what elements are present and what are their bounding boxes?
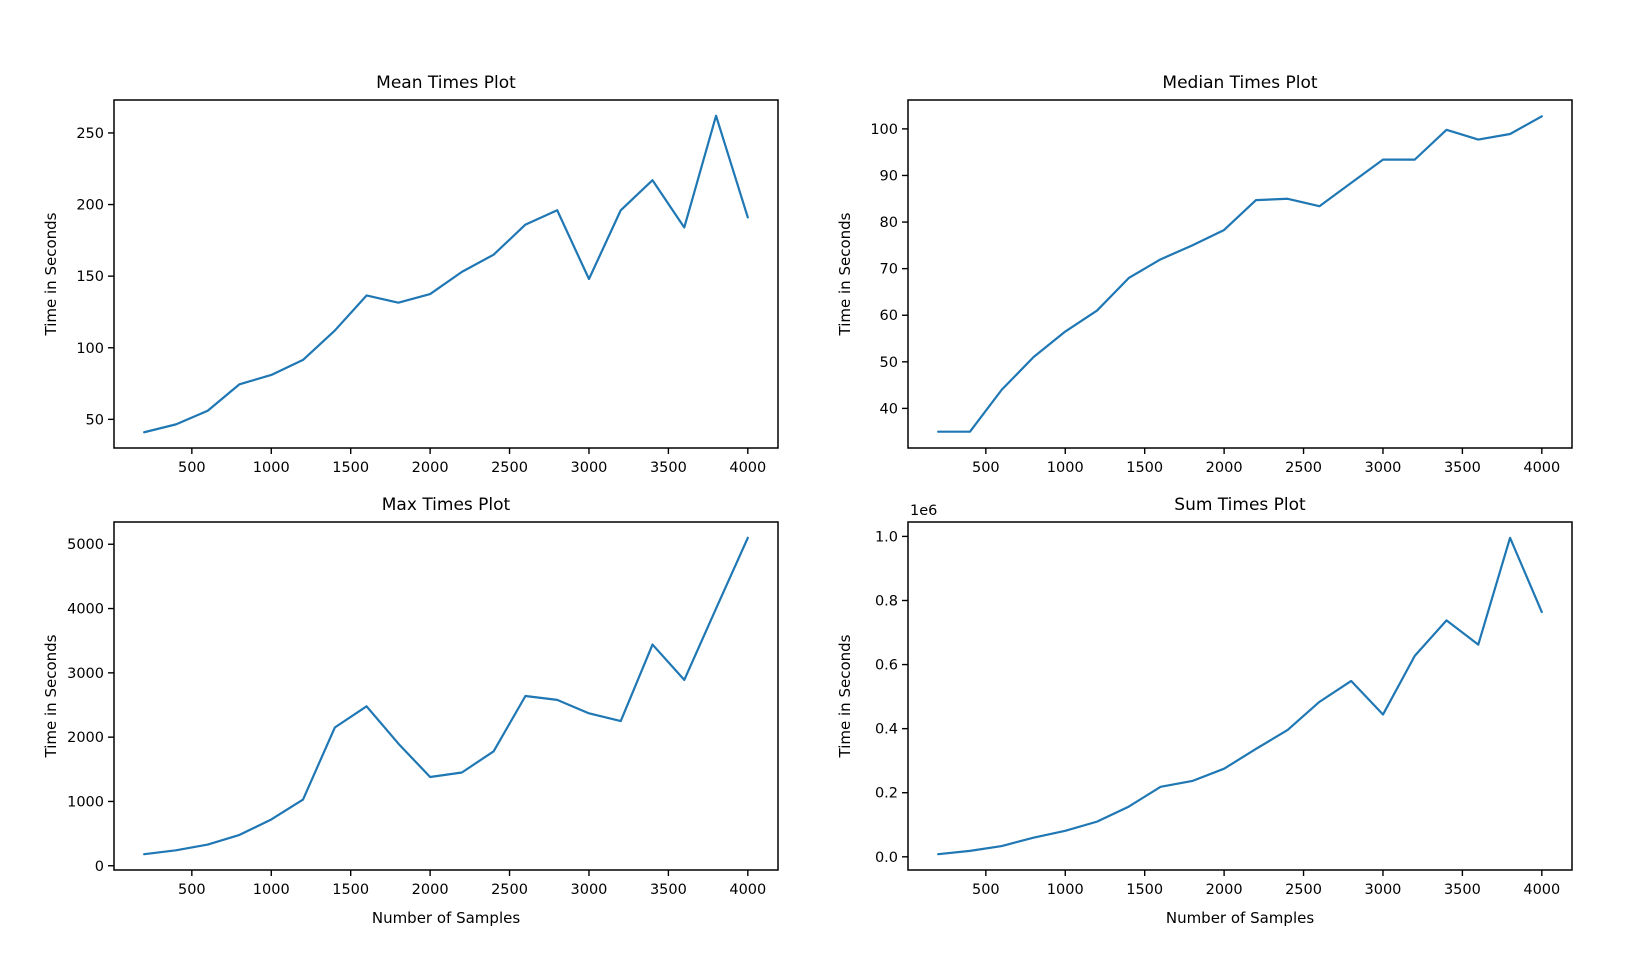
y-tick-label: 200 [76, 198, 104, 214]
axes-background [908, 100, 1572, 448]
y-tick-label: 250 [76, 126, 104, 142]
y-tick-label: 1000 [67, 794, 104, 810]
y-tick-label: 90 [880, 168, 898, 184]
x-tick-label: 1000 [253, 882, 290, 898]
x-tick-label: 2500 [1285, 882, 1322, 898]
x-tick-label: 3500 [1444, 460, 1481, 476]
y-tick-label: 50 [86, 412, 104, 428]
y-tick-label: 0.0 [875, 850, 898, 866]
y-axis-offset-text: 1e6 [910, 503, 937, 519]
x-tick-label: 3500 [1444, 882, 1481, 898]
y-axis-label: Time in Seconds [42, 634, 60, 758]
axes-frame [113, 99, 779, 449]
x-tick-label: 1500 [332, 460, 369, 476]
x-tick-label: 1500 [1126, 882, 1163, 898]
chart-title: Mean Times Plot [376, 73, 516, 93]
axes-frame [113, 521, 779, 871]
x-tick-label: 4000 [1523, 882, 1560, 898]
x-axis-label: Number of Samples [372, 909, 520, 927]
y-tick-label: 2000 [67, 730, 104, 746]
median-plot-svg: 500 1000 1500 2000 2500 3000 3500 4000 40 50 60 70 8… [836, 73, 1573, 476]
median-times-chart: 500 1000 1500 2000 2500 3000 3500 4000 40 50 60 70 8… [821, 0, 1643, 479]
y-tick-label: 50 [880, 355, 898, 371]
line-series [937, 115, 1543, 433]
sum-plot-svg: 500 1000 1500 2000 2500 3000 3500 4000 0.0 0.2 0.4… [836, 495, 1573, 927]
y-tick-label: 100 [76, 341, 104, 357]
mean-plot-svg: 500 1000 1500 2000 2500 3000 3500 4000 50 100 150 2… [42, 73, 779, 476]
axes-background [908, 522, 1572, 870]
x-tick-label: 500 [972, 882, 1000, 898]
x-tick-label: 2000 [412, 882, 449, 898]
y-tick-label: 80 [880, 215, 898, 231]
y-tick-label: 1.0 [875, 529, 898, 545]
y-tick-label: 0.6 [875, 658, 898, 674]
y-tick-label: 0.4 [875, 722, 898, 738]
x-tick-label: 2000 [412, 460, 449, 476]
max-plot-svg: 500 1000 1500 2000 2500 3000 3500 4000 0 1000 2000… [42, 495, 779, 927]
x-tick-label: 1000 [1047, 460, 1084, 476]
y-tick-label: 3000 [67, 666, 104, 682]
chart-title: Median Times Plot [1162, 73, 1317, 93]
axes-frame [907, 521, 1573, 871]
x-tick-label: 2000 [1206, 460, 1243, 476]
y-tick-label: 70 [880, 262, 898, 278]
y-tick-label: 0.8 [875, 593, 898, 609]
axes-background [114, 522, 778, 870]
y-tick-label: 100 [870, 122, 898, 138]
x-tick-label: 1000 [253, 460, 290, 476]
mean-times-chart: 500 1000 1500 2000 2500 3000 3500 4000 50 100 150 2… [0, 0, 822, 479]
x-tick-label: 4000 [729, 882, 766, 898]
y-tick-label: 5000 [67, 537, 104, 553]
x-tick-label: 3000 [571, 460, 608, 476]
x-tick-label: 1500 [332, 882, 369, 898]
x-tick-label: 2500 [1285, 460, 1322, 476]
x-tick-label: 500 [178, 882, 206, 898]
x-tick-label: 500 [178, 460, 206, 476]
x-tick-label: 2500 [491, 460, 528, 476]
x-tick-label: 3500 [650, 882, 687, 898]
y-tick-label: 150 [76, 269, 104, 285]
x-tick-label: 2500 [491, 882, 528, 898]
y-axis-label: Time in Seconds [836, 634, 854, 758]
x-tick-label: 4000 [1523, 460, 1560, 476]
x-tick-label: 2000 [1206, 882, 1243, 898]
line-series [143, 536, 749, 856]
x-tick-label: 3000 [1365, 460, 1402, 476]
line-series [937, 536, 1543, 856]
x-tick-label: 1000 [1047, 882, 1084, 898]
y-axis-label: Time in Seconds [836, 212, 854, 336]
axes-frame [907, 99, 1573, 449]
x-tick-label: 4000 [729, 460, 766, 476]
y-tick-label: 40 [880, 401, 898, 417]
x-axis-label: Number of Samples [1166, 909, 1314, 927]
x-tick-label: 3000 [571, 882, 608, 898]
y-axis-label: Time in Seconds [42, 212, 60, 336]
x-tick-label: 3000 [1365, 882, 1402, 898]
y-tick-label: 0 [95, 859, 104, 875]
sum-times-chart: 500 1000 1500 2000 2500 3000 3500 4000 0.0 0.2 0.4… [821, 479, 1643, 959]
y-tick-label: 0.2 [875, 786, 898, 802]
y-tick-label: 4000 [67, 602, 104, 618]
chart-title: Sum Times Plot [1174, 495, 1306, 515]
x-tick-label: 1500 [1126, 460, 1163, 476]
y-tick-label: 60 [880, 308, 898, 324]
x-tick-label: 500 [972, 460, 1000, 476]
chart-title: Max Times Plot [382, 495, 511, 515]
max-times-chart: 500 1000 1500 2000 2500 3000 3500 4000 0 1000 2000… [0, 479, 822, 959]
line-series [143, 114, 749, 434]
axes-background [114, 100, 778, 448]
x-tick-label: 3500 [650, 460, 687, 476]
